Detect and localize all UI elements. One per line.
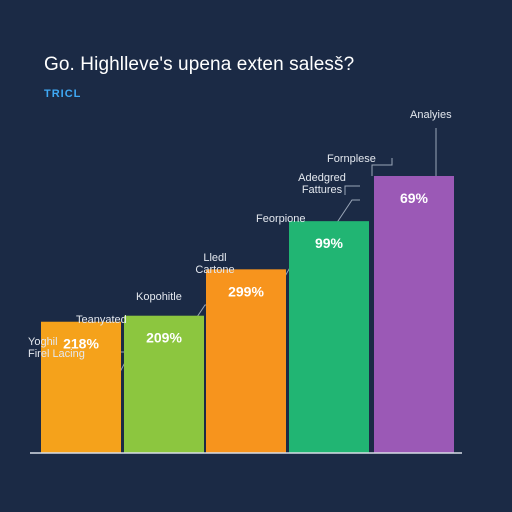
bar-3 <box>206 269 286 453</box>
bar-value-label-1: 218% <box>63 336 99 352</box>
callout-label-8-1: Analyies <box>410 109 452 121</box>
callout-label-4-2: Cartone <box>195 264 234 276</box>
connector-line-7 <box>344 185 360 195</box>
bar-labels-group: 218% 209% 299% 99% 69% <box>63 190 428 352</box>
chart-title: Go. Highlleve's upena exten salesš? <box>44 54 355 75</box>
callout-label-5-1: Feorpione <box>256 213 306 225</box>
callout-label-6-1: Adedgred <box>298 172 346 184</box>
callout-label-3-1: Kopohitle <box>136 291 182 303</box>
callout-label-7-1: Fornplese <box>327 153 376 165</box>
bar-2 <box>124 315 204 453</box>
callout-label-4-1: Lledl <box>203 252 226 264</box>
callout-label-6-2: Fattures <box>302 184 343 196</box>
callout-label-2-1: Teanyated <box>76 314 127 326</box>
callout-label-1-1: Yoghil <box>28 336 58 348</box>
bar-value-label-2: 209% <box>146 330 182 346</box>
bars-group <box>41 176 454 453</box>
bar-5 <box>374 176 454 453</box>
callout-label-1-2: Firel Lacing <box>28 348 85 360</box>
bar-1 <box>41 321 121 453</box>
chart-subtitle: TRICL <box>44 88 82 100</box>
bar-value-label-5: 69% <box>400 190 429 206</box>
bar-value-label-3: 299% <box>228 283 264 299</box>
bar-value-label-4: 99% <box>315 235 344 251</box>
connector-line-6 <box>371 158 393 176</box>
bar-4 <box>289 221 369 453</box>
